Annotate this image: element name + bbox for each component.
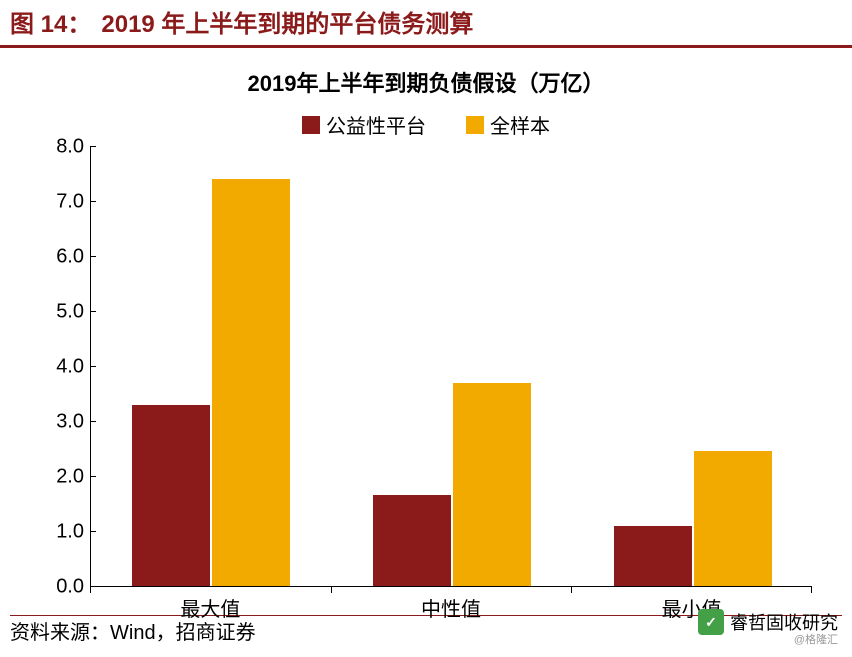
wechat-icon: ✓	[698, 609, 724, 635]
legend-label: 公益性平台	[326, 110, 426, 139]
figure-header: 图 14： 2019 年上半年到期的平台债务测算	[0, 0, 852, 48]
bar-group	[614, 451, 772, 586]
y-tick-label: 4.0	[56, 356, 84, 379]
x-tick-mark	[90, 587, 91, 593]
legend-swatch	[466, 116, 484, 134]
y-tick-label: 6.0	[56, 246, 84, 269]
chart-area: 2019年上半年到期负债假设（万亿） 公益性平台 全样本 0.0 1.0 2.0 3.0…	[0, 48, 852, 613]
bar	[373, 495, 451, 586]
plot-body	[90, 147, 812, 587]
x-tick-mark	[331, 587, 332, 593]
legend: 公益性平台 全样本	[40, 110, 812, 139]
x-tick-label: 中性值	[421, 593, 481, 622]
source-label: 资料来源：	[10, 622, 110, 644]
figure-title: 2019 年上半年到期的平台债务测算	[101, 11, 473, 38]
plot: 0.01.02.03.04.05.06.07.08.0	[40, 147, 812, 587]
bar	[694, 451, 772, 586]
y-tick-label: 0.0	[56, 576, 84, 599]
chart-title: 2019年上半年到期负债假设（万亿）	[40, 66, 812, 98]
bar	[212, 179, 290, 586]
y-axis: 0.01.02.03.04.05.06.07.08.0	[40, 147, 90, 587]
watermark: ✓ 睿哲固收研究 @格隆汇	[698, 609, 838, 635]
x-tick-mark	[571, 587, 572, 593]
legend-label: 全样本	[490, 110, 550, 139]
x-tick-mark	[811, 587, 812, 593]
legend-item: 公益性平台	[302, 110, 426, 139]
bar	[132, 405, 210, 587]
source-text: Wind，招商证券	[110, 622, 256, 644]
y-tick-label: 7.0	[56, 191, 84, 214]
bar	[614, 526, 692, 587]
legend-swatch	[302, 116, 320, 134]
bar	[453, 383, 531, 587]
x-tick-label: 最大值	[180, 593, 240, 622]
y-tick-label: 5.0	[56, 301, 84, 324]
y-tick-label: 2.0	[56, 466, 84, 489]
y-tick-label: 3.0	[56, 411, 84, 434]
bar-group	[132, 179, 290, 586]
legend-item: 全样本	[466, 110, 550, 139]
y-tick-label: 8.0	[56, 136, 84, 159]
figure-label: 图 14：	[10, 11, 91, 38]
watermark-sub: @格隆汇	[794, 631, 838, 647]
y-tick-label: 1.0	[56, 521, 84, 544]
bar-group	[373, 383, 531, 587]
